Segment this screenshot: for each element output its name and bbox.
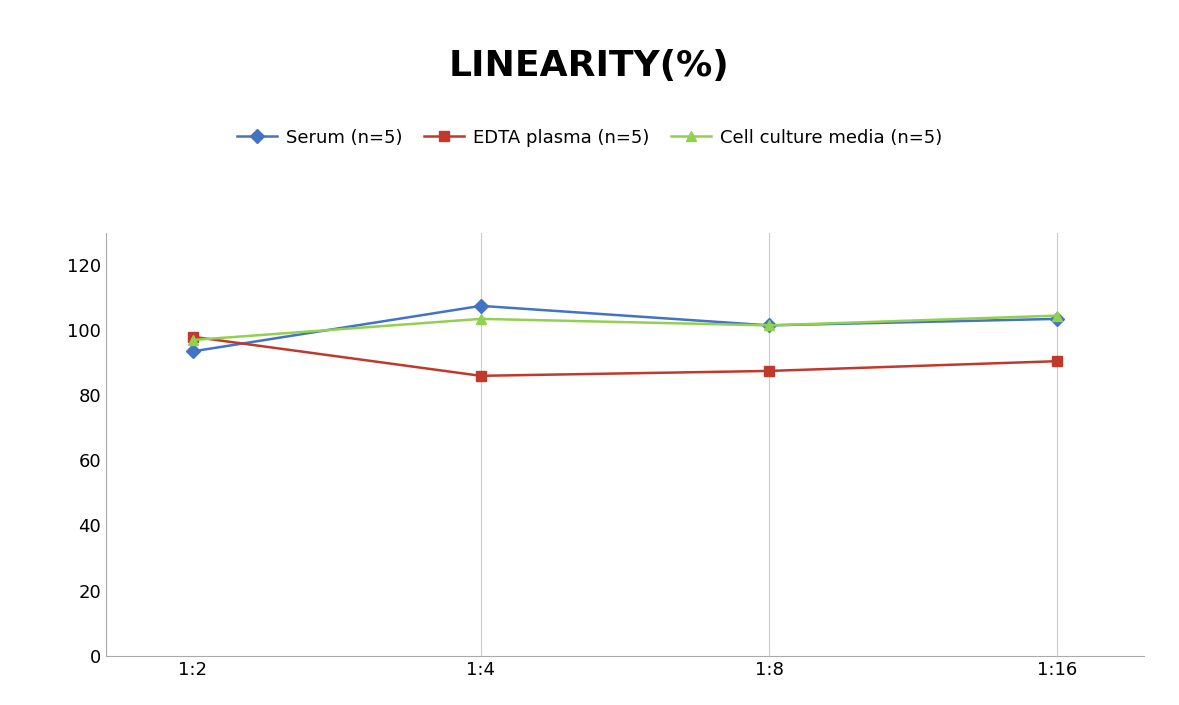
Cell culture media (n=5): [762, 321, 776, 330]
Serum (n=5): [474, 302, 488, 310]
Serum (n=5): [1050, 314, 1065, 323]
EDTA plasma (n=5): [1050, 357, 1065, 365]
Line: Cell culture media (n=5): Cell culture media (n=5): [187, 311, 1062, 345]
Cell culture media (n=5): [1050, 312, 1065, 320]
Line: Serum (n=5): Serum (n=5): [187, 301, 1062, 356]
Legend: Serum (n=5), EDTA plasma (n=5), Cell culture media (n=5): Serum (n=5), EDTA plasma (n=5), Cell cul…: [230, 122, 949, 154]
Serum (n=5): [762, 321, 776, 330]
Line: EDTA plasma (n=5): EDTA plasma (n=5): [187, 332, 1062, 381]
EDTA plasma (n=5): [762, 367, 776, 375]
EDTA plasma (n=5): [185, 333, 199, 341]
Text: LINEARITY(%): LINEARITY(%): [449, 49, 730, 83]
Cell culture media (n=5): [185, 336, 199, 344]
EDTA plasma (n=5): [474, 372, 488, 380]
Serum (n=5): [185, 347, 199, 355]
Cell culture media (n=5): [474, 314, 488, 323]
